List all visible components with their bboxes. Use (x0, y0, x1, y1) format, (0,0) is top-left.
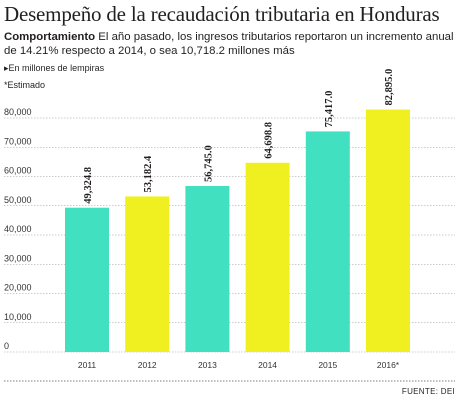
bar (185, 186, 230, 352)
bars (65, 109, 410, 352)
source-note: FUENTE: DEI (401, 387, 455, 396)
estimate-note: *Estimado (4, 80, 46, 90)
bar (305, 131, 350, 352)
y-tick-label: 10,000 (4, 312, 32, 322)
y-tick-label: 60,000 (4, 166, 32, 176)
bar (245, 162, 290, 352)
subtitle-text: El año pasado, los ingresos tributarios … (4, 31, 454, 57)
unit-label: En millones de lempiras (8, 63, 105, 73)
y-tick-label: 20,000 (4, 283, 32, 293)
x-tick-label: 2013 (198, 360, 217, 370)
data-label: 75,417.0 (324, 91, 335, 128)
bar (65, 207, 109, 352)
chart-subtitle: Comportamiento El año pasado, los ingres… (4, 30, 456, 58)
x-tick-label: 2014 (258, 360, 277, 370)
unit-note: ▸En millones de lempiras (4, 63, 104, 74)
bar (125, 196, 170, 352)
data-label: 49,324.8 (83, 167, 94, 204)
bar (366, 109, 410, 352)
bullet-arrow-icon: ▸ (4, 63, 9, 73)
y-tick-label: 0 (4, 341, 9, 351)
x-tick-label: 2015 (318, 360, 337, 370)
y-tick-label: 50,000 (4, 195, 32, 205)
data-label: 64,698.8 (264, 122, 275, 159)
y-tick-label: 80,000 (4, 107, 32, 117)
x-tick-label: 2011 (78, 360, 97, 370)
data-labels: 49,324.8 53,182.4 56,745.0 64,698.8 75,417.0… (83, 69, 395, 204)
x-tick-labels: 2011 2012 2013 2014 2015 2016* (78, 360, 400, 370)
subtitle-lead: Comportamiento (4, 31, 96, 43)
data-label: 56,745.0 (203, 145, 214, 182)
y-tick-label: 70,000 (4, 136, 32, 146)
data-label: 82,895.0 (384, 69, 395, 106)
x-tick-label: 2016* (377, 360, 400, 370)
y-tick-label: 30,000 (4, 253, 32, 263)
data-label: 53,182.4 (143, 155, 154, 193)
y-tick-label: 40,000 (4, 224, 32, 234)
x-tick-label: 2012 (138, 360, 157, 370)
chart-title: Desempeño de la recaudación tributaria e… (4, 2, 440, 26)
